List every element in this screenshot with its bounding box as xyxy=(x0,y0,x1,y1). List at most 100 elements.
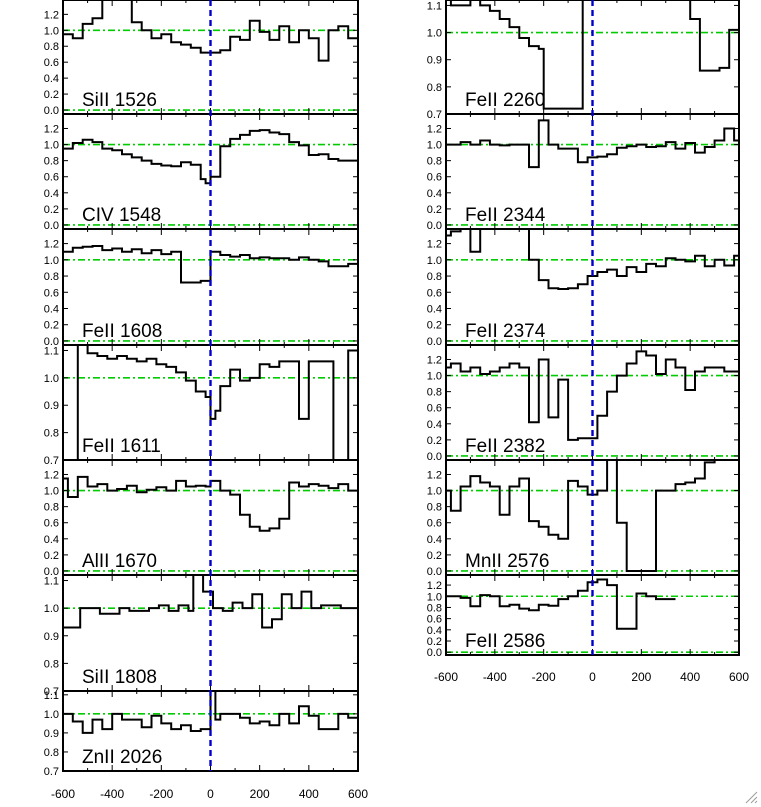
x-tick-label: -200 xyxy=(532,670,556,684)
y-tick-label: 1.1 xyxy=(44,576,59,588)
transition-label: AlII 1670 xyxy=(82,551,157,572)
y-tick-label: 0.9 xyxy=(44,631,59,643)
y-tick-label: 0.8 xyxy=(427,82,442,94)
y-tick-label: 0.4 xyxy=(427,625,442,637)
resize-grip-icon[interactable] xyxy=(745,791,758,804)
transition-label: FeII 2374 xyxy=(465,321,546,342)
panel-feii-2586: 0.00.20.40.60.81.01.2 FeII 2586 xyxy=(427,574,740,659)
spectrum-feii-2344 xyxy=(446,119,739,169)
y-tick-label: 0.4 xyxy=(427,188,442,200)
y-tick-label: 0.4 xyxy=(427,303,442,315)
y-tick-label: 0.6 xyxy=(44,57,59,69)
panel-feii-2374: 0.0 0.2 0.4 0.6 0.8 1.0 1.2 FeII 2374 xyxy=(427,228,740,348)
y-tick-label: 0.0 xyxy=(44,105,59,117)
transition-label: FeII 2344 xyxy=(465,205,546,226)
y-tick-label: 0.4 xyxy=(44,534,59,546)
y-tick-label: 1.0 xyxy=(44,709,59,721)
panel-feii-1611: 0.7 0.8 0.9 1.0 1.1 FeII 1611 xyxy=(44,344,359,467)
spectrum-feii-1611 xyxy=(63,345,358,460)
x-tick-label: -400 xyxy=(483,670,507,684)
panel-feii-2382: 0.0 0.2 0.4 0.6 0.8 1.0 1.2 FeII 2382 xyxy=(427,344,740,463)
panel-civ-1548: 0.0 0.2 0.4 0.6 0.8 1.0 1.2 CIV 1548 xyxy=(44,113,359,232)
x-tick-labels: -600 -400 -200 0 200 400 600 -600 -400 -200 0 200 40… xyxy=(51,670,749,801)
y-tick-label: 0.0 xyxy=(427,336,442,348)
y-tick-label: 0.0 xyxy=(427,566,442,578)
y-tick-label: 0.8 xyxy=(427,271,442,283)
panel-siii-1808: 0.7 0.8 0.9 1.0 1.1 SiII 1808 xyxy=(44,574,359,698)
y-tick-label: 1.2 xyxy=(44,123,59,135)
y-tick-label: 1.0 xyxy=(427,28,442,40)
y-tick-label: 0.9 xyxy=(427,55,442,67)
y-tick-label: 0.8 xyxy=(44,156,59,168)
x-tick-label: 0 xyxy=(589,670,596,684)
y-tick-label: 1.0 xyxy=(44,25,59,37)
x-tick-label: 600 xyxy=(729,670,749,684)
y-tick-label: 1.2 xyxy=(427,354,442,366)
y-tick-label: 0.6 xyxy=(44,518,59,530)
spectrum-mnii-2576 xyxy=(446,460,739,572)
panel-siii-1526: 0.0 0.2 0.4 0.6 0.8 1.0 1.2 SiII 1526 xyxy=(44,0,359,117)
spectrum-znii-2026 xyxy=(63,691,358,734)
panel-feii-2260: 0.7 0.8 0.9 1.0 1.1 FeII 2260 xyxy=(427,0,740,121)
x-tick-label: 400 xyxy=(299,787,319,801)
y-tick-label: 0.4 xyxy=(427,534,442,546)
y-tick-label: 0.4 xyxy=(44,188,59,200)
y-tick-label: 0.8 xyxy=(44,41,59,53)
x-tick-label: -400 xyxy=(100,787,124,801)
y-tick-label: 0.7 xyxy=(427,109,442,121)
y-tick-label: 1.0 xyxy=(427,486,442,498)
spectrum-feii-2374 xyxy=(446,229,739,290)
y-tick-label: 1.0 xyxy=(44,255,59,267)
panel-feii-1608: 0.0 0.2 0.4 0.6 0.8 1.0 1.2 FeII 1608 xyxy=(44,228,359,348)
panel-feii-2344: 0.0 0.2 0.4 0.6 0.8 1.0 1.2 FeII 2344 xyxy=(427,113,740,232)
y-tick-label: 0.0 xyxy=(44,336,59,348)
transition-label: FeII 2586 xyxy=(465,631,545,652)
y-tick-label: 0.7 xyxy=(44,766,59,778)
y-tick-label: 1.0 xyxy=(44,486,59,498)
y-tick-label: 0.4 xyxy=(44,303,59,315)
x-tick-label: -200 xyxy=(149,787,173,801)
x-tick-label: 0 xyxy=(207,787,214,801)
transition-label: FeII 1608 xyxy=(82,321,162,342)
transition-label: FeII 2382 xyxy=(465,436,545,457)
transition-label: FeII 1611 xyxy=(82,436,161,457)
y-tick-label: 0.7 xyxy=(44,455,59,467)
x-tick-label: 600 xyxy=(348,787,368,801)
y-tick-label: 0.8 xyxy=(44,502,59,514)
y-tick-label: 0.0 xyxy=(427,451,442,463)
y-tick-label: 0.6 xyxy=(44,172,59,184)
y-tick-label: 0.6 xyxy=(427,287,442,299)
y-tick-label: 1.2 xyxy=(427,123,442,135)
y-tick-label: 1.2 xyxy=(44,239,59,251)
y-tick-label: 1.0 xyxy=(427,591,442,603)
y-tick-label: 0.6 xyxy=(427,172,442,184)
y-tick-label: 0.6 xyxy=(427,403,442,415)
y-tick-label: 0.4 xyxy=(427,419,442,431)
spectrum-siii-1808 xyxy=(63,575,358,629)
x-tick-label: -600 xyxy=(434,670,458,684)
spectrum-feii-2586 xyxy=(446,578,676,630)
y-tick-label: 0.0 xyxy=(427,220,442,232)
spectrum-siii-1526 xyxy=(63,0,358,62)
panel-znii-2026: 0.7 0.8 0.9 1.0 1.1 ZnII 2026 xyxy=(44,690,359,778)
transition-label: ZnII 2026 xyxy=(82,747,162,768)
transition-label: MnII 2576 xyxy=(465,551,550,572)
y-tick-label: 1.1 xyxy=(44,690,59,702)
y-tick-label: 0.2 xyxy=(427,550,442,562)
y-tick-label: 0.2 xyxy=(427,636,442,648)
y-tick-label: 1.1 xyxy=(44,345,59,357)
y-tick-label: 0.6 xyxy=(427,614,442,626)
y-tick-label: 0.8 xyxy=(44,658,59,670)
spectrum-civ-1548 xyxy=(63,129,358,185)
y-tick-label: 0.6 xyxy=(44,287,59,299)
y-tick-label: 0.8 xyxy=(427,387,442,399)
spectrum-feii-2260 xyxy=(446,0,739,110)
y-tick-label: 0.8 xyxy=(44,428,59,440)
y-tick-label: 1.0 xyxy=(427,140,442,152)
y-tick-label: 0.2 xyxy=(44,320,59,332)
y-tick-label: 0.4 xyxy=(44,73,59,85)
panel-mnii-2576: 0.0 0.2 0.4 0.6 0.8 1.0 1.2 MnII 2576 xyxy=(427,459,740,578)
y-tick-label: 0.8 xyxy=(44,747,59,759)
